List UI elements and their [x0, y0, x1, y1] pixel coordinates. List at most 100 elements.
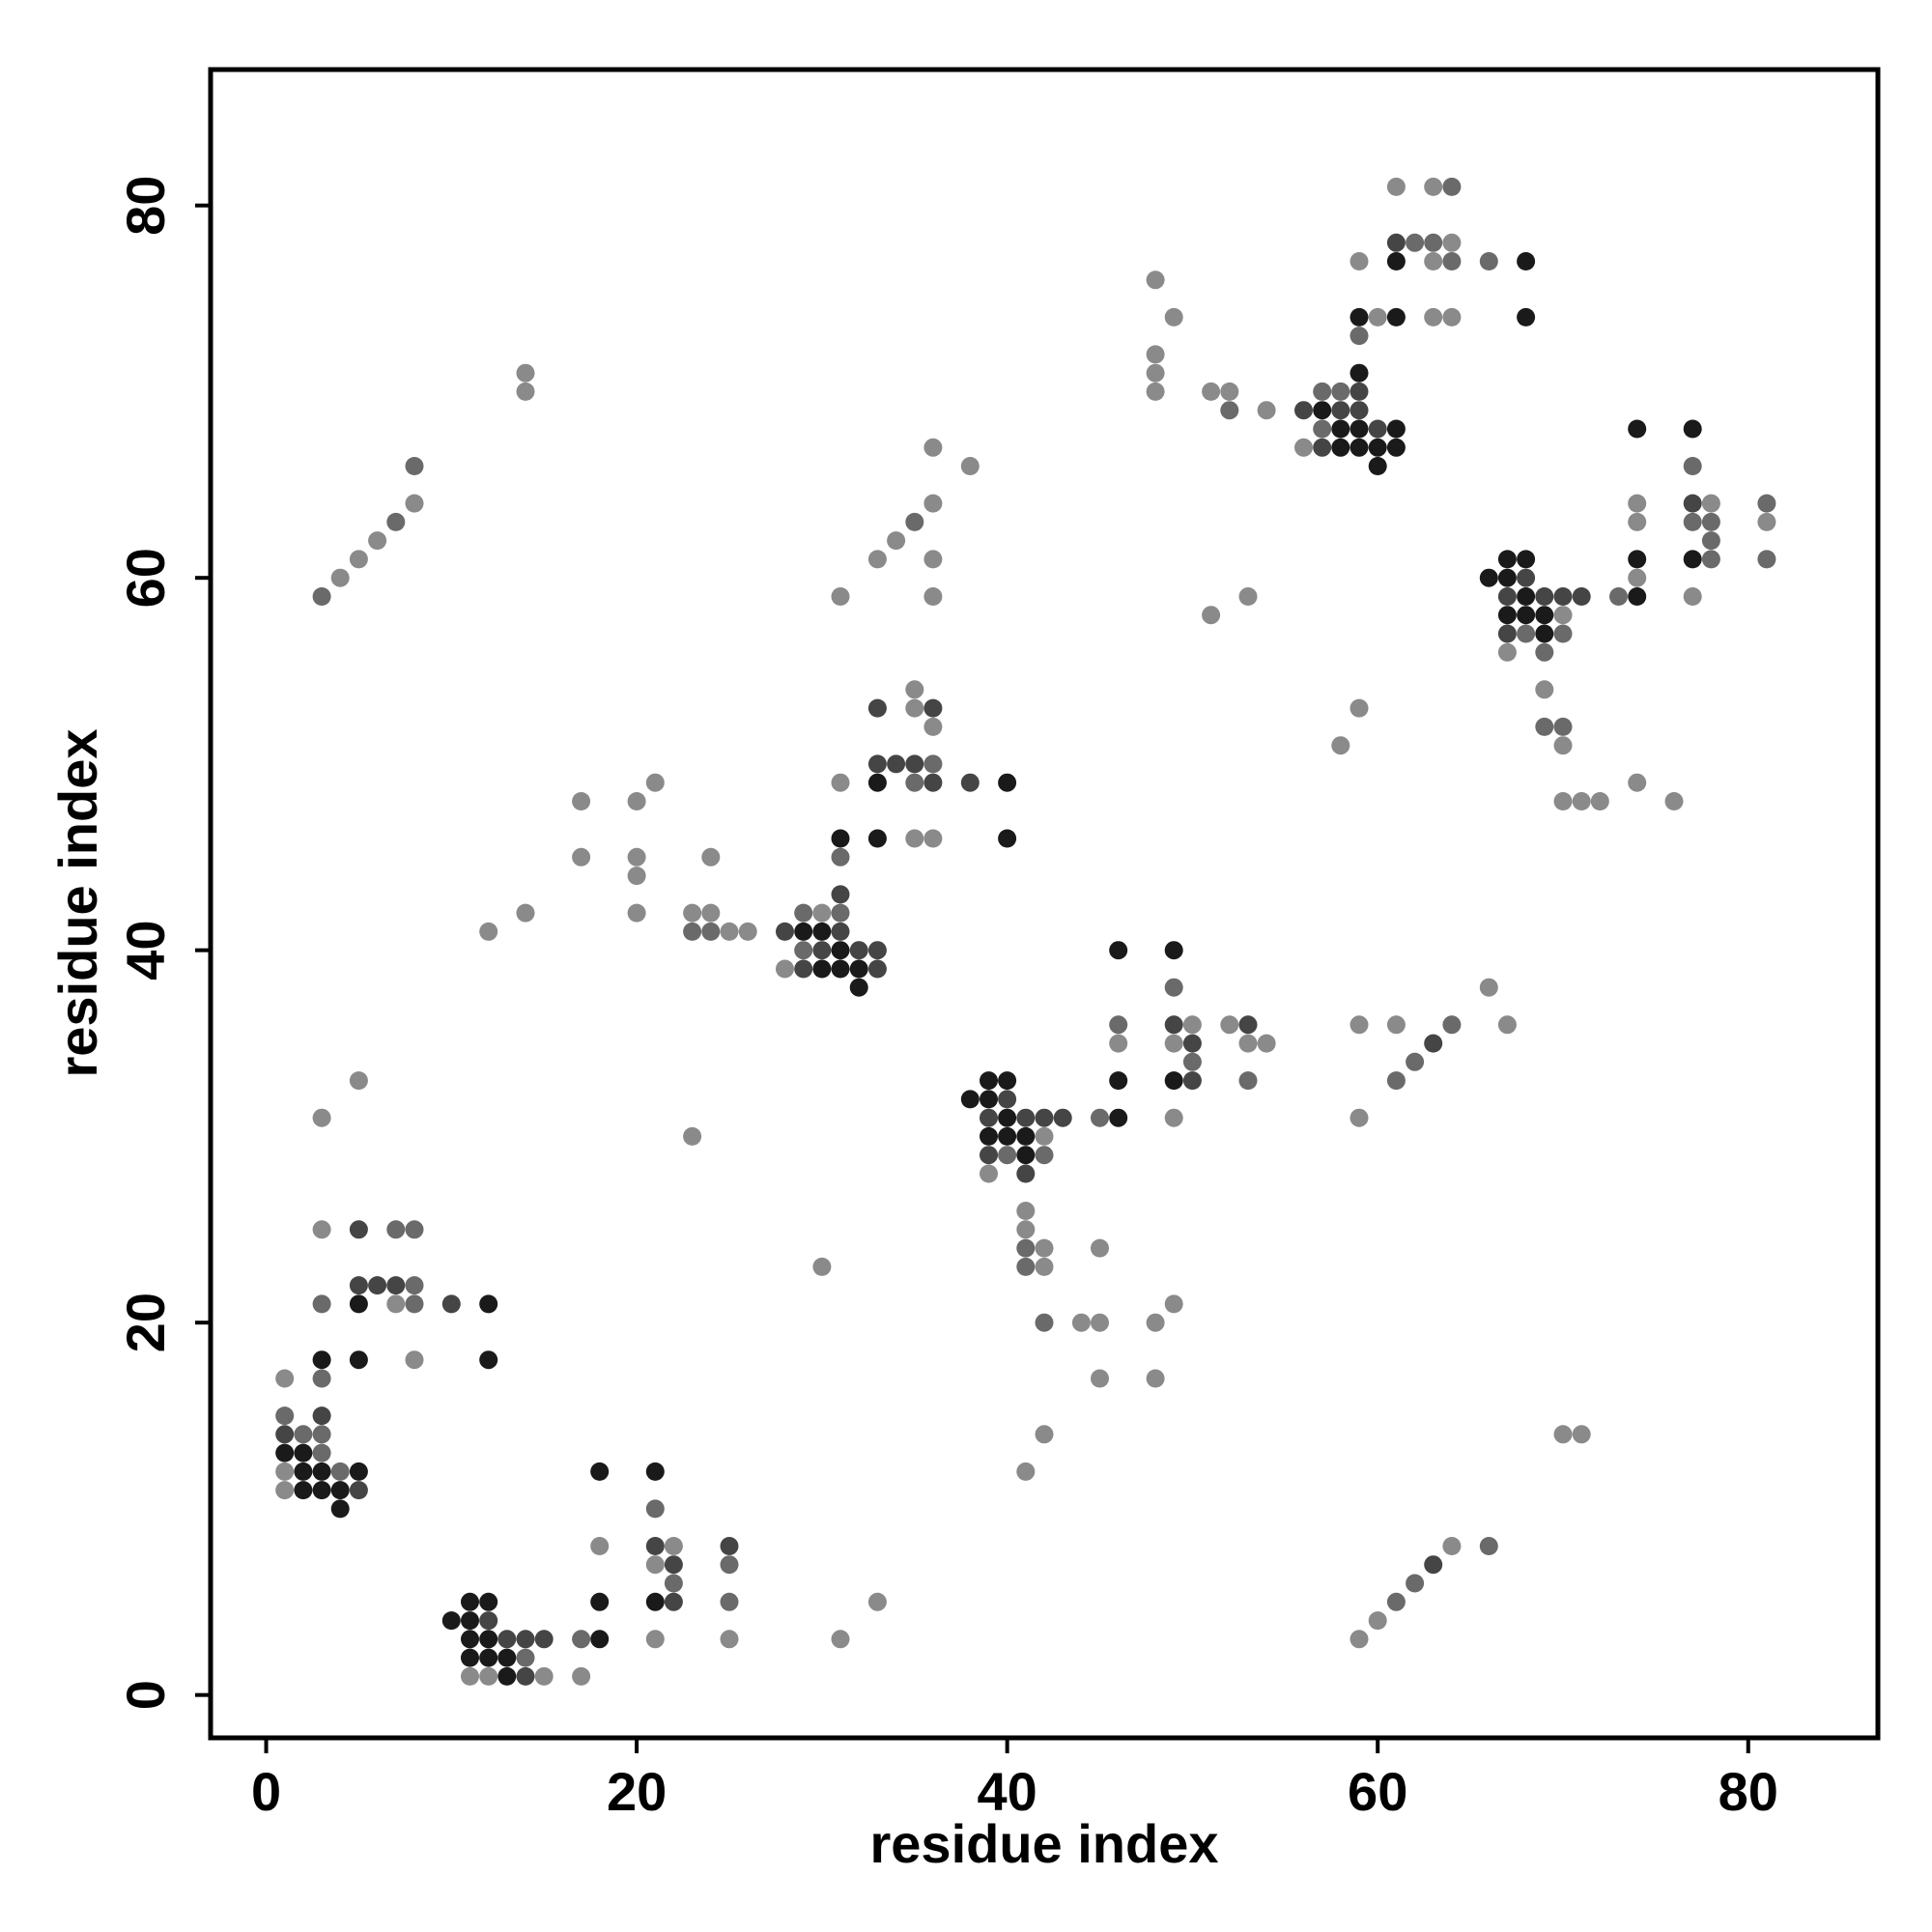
data-point: [1628, 773, 1647, 792]
data-point: [794, 959, 813, 979]
data-point: [1535, 587, 1554, 606]
data-point: [1016, 1108, 1036, 1127]
data-point: [720, 1630, 739, 1649]
data-point: [349, 550, 368, 569]
data-point: [645, 1499, 665, 1519]
data-point: [1035, 1257, 1054, 1276]
data-point: [1164, 307, 1183, 327]
data-point: [590, 1630, 610, 1649]
data-point: [1350, 307, 1369, 327]
data-point: [405, 1350, 424, 1370]
data-point: [683, 922, 702, 941]
data-point: [1535, 717, 1554, 736]
data-point: [1442, 177, 1462, 196]
data-point: [1238, 1071, 1258, 1091]
y-tick-label: 80: [115, 176, 176, 236]
data-point: [923, 717, 943, 736]
data-point: [405, 457, 424, 475]
data-point: [1016, 1126, 1036, 1146]
y-axis-title: residue index: [47, 728, 108, 1077]
data-point: [275, 1425, 295, 1444]
data-point: [349, 1276, 368, 1295]
data-point: [312, 1220, 331, 1239]
data-point: [831, 922, 850, 941]
data-point: [330, 568, 350, 587]
data-point: [479, 1630, 498, 1649]
data-point: [386, 1294, 406, 1314]
data-point: [831, 903, 850, 923]
x-tick-label: 0: [251, 1761, 281, 1822]
data-point: [1202, 606, 1221, 625]
data-point: [312, 1481, 331, 1500]
data-point: [1628, 568, 1647, 587]
data-point: [497, 1666, 517, 1686]
data-point: [1386, 419, 1406, 439]
data-point: [1572, 587, 1591, 606]
data-point: [516, 382, 535, 401]
data-point: [386, 512, 406, 531]
data-point: [497, 1648, 517, 1667]
data-point: [1053, 1108, 1072, 1127]
data-point: [1442, 307, 1462, 327]
data-point: [1442, 252, 1462, 270]
data-point: [831, 773, 850, 792]
data-point: [980, 1090, 998, 1109]
data-point: [905, 773, 924, 792]
data-point: [1683, 494, 1702, 513]
data-point: [867, 550, 887, 569]
data-point: [720, 922, 739, 941]
data-point: [1091, 1313, 1109, 1332]
data-point: [1109, 941, 1128, 960]
data-point: [776, 922, 794, 941]
data-point: [1479, 568, 1498, 587]
data-point: [1313, 438, 1332, 457]
data-point: [312, 1108, 331, 1127]
data-point: [312, 1350, 331, 1370]
data-point: [1683, 550, 1702, 569]
points-layer: [275, 177, 1776, 1686]
data-point: [1091, 1369, 1109, 1388]
data-point: [275, 1369, 295, 1388]
data-point: [461, 1648, 479, 1667]
data-point: [831, 587, 850, 606]
data-point: [1220, 401, 1239, 420]
data-point: [1164, 978, 1183, 997]
data-point: [1386, 233, 1406, 252]
data-point: [1757, 512, 1776, 531]
data-point: [1238, 587, 1258, 606]
data-point: [1350, 401, 1369, 420]
data-point: [923, 494, 943, 513]
data-point: [1535, 680, 1554, 699]
data-point: [1683, 457, 1702, 475]
data-point: [867, 941, 887, 960]
data-point: [1016, 1164, 1036, 1183]
data-point: [1442, 1537, 1462, 1555]
data-point: [1220, 1015, 1239, 1035]
data-point: [1497, 587, 1517, 606]
data-point: [1146, 382, 1165, 401]
data-point: [1035, 1126, 1054, 1146]
data-point: [1109, 1015, 1128, 1035]
data-point: [1368, 457, 1387, 475]
data-point: [812, 922, 832, 941]
data-point: [998, 1108, 1017, 1127]
data-point: [1553, 717, 1573, 736]
data-point: [1016, 1462, 1036, 1481]
data-point: [461, 1630, 479, 1649]
data-point: [1386, 1015, 1406, 1035]
data-point: [812, 941, 832, 960]
data-point: [1257, 401, 1276, 420]
data-point: [831, 1630, 850, 1649]
x-tick-label: 40: [977, 1761, 1037, 1822]
data-point: [1386, 1592, 1406, 1611]
data-point: [776, 959, 794, 979]
data-point: [534, 1666, 554, 1686]
data-point: [664, 1537, 683, 1555]
data-point: [572, 1666, 591, 1686]
y-axis: 0 20 40 60 80: [115, 176, 211, 1710]
data-point: [905, 512, 924, 531]
data-point: [312, 1369, 331, 1388]
data-point: [998, 1071, 1017, 1091]
data-point: [1350, 382, 1369, 401]
data-point: [516, 903, 535, 923]
